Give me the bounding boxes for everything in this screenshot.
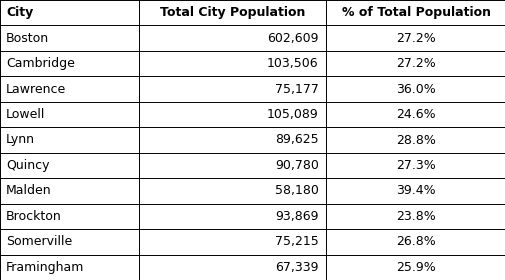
Text: 23.8%: 23.8% [395, 210, 435, 223]
Text: 105,089: 105,089 [267, 108, 318, 121]
Text: Somerville: Somerville [6, 235, 72, 248]
Text: 27.2%: 27.2% [395, 32, 435, 45]
Text: 39.4%: 39.4% [395, 185, 435, 197]
Text: 103,506: 103,506 [267, 57, 318, 70]
Text: Cambridge: Cambridge [6, 57, 75, 70]
Text: 58,180: 58,180 [274, 185, 318, 197]
Text: Framingham: Framingham [6, 261, 84, 274]
Text: 25.9%: 25.9% [395, 261, 435, 274]
Text: 26.8%: 26.8% [395, 235, 435, 248]
Text: 27.3%: 27.3% [395, 159, 435, 172]
Text: 28.8%: 28.8% [395, 134, 435, 146]
Text: Quincy: Quincy [6, 159, 49, 172]
Text: Lynn: Lynn [6, 134, 35, 146]
Text: 602,609: 602,609 [267, 32, 318, 45]
Text: City: City [6, 6, 33, 19]
Text: 75,177: 75,177 [274, 83, 318, 95]
Text: 36.0%: 36.0% [395, 83, 435, 95]
Text: 67,339: 67,339 [275, 261, 318, 274]
Text: 90,780: 90,780 [274, 159, 318, 172]
Text: 75,215: 75,215 [275, 235, 318, 248]
Text: % of Total Population: % of Total Population [341, 6, 490, 19]
Text: 93,869: 93,869 [275, 210, 318, 223]
Text: Brockton: Brockton [6, 210, 62, 223]
Text: 27.2%: 27.2% [395, 57, 435, 70]
Text: Malden: Malden [6, 185, 52, 197]
Text: Total City Population: Total City Population [160, 6, 305, 19]
Text: Lowell: Lowell [6, 108, 45, 121]
Text: Boston: Boston [6, 32, 49, 45]
Text: 24.6%: 24.6% [395, 108, 435, 121]
Text: Lawrence: Lawrence [6, 83, 66, 95]
Text: 89,625: 89,625 [275, 134, 318, 146]
